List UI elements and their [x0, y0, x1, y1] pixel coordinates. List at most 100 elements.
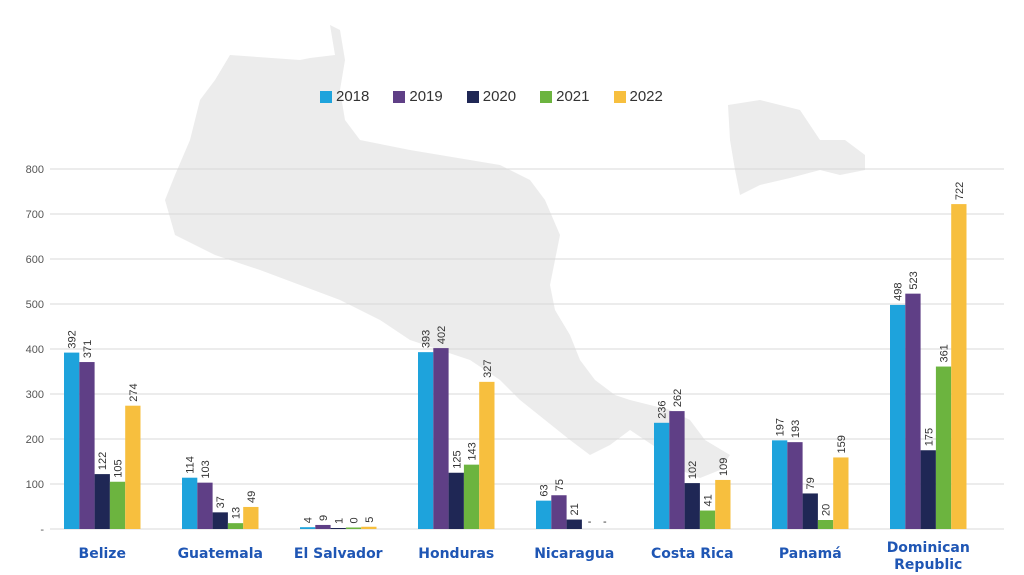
bar-2018-costa-rica [654, 422, 670, 529]
y-tick-label: 300 [26, 389, 44, 401]
bar-2022-costa-rica [715, 479, 731, 529]
bar-2021-belize [109, 481, 126, 529]
data-label: 13 [231, 507, 243, 519]
data-label: 262 [672, 389, 684, 407]
data-label: 274 [128, 383, 140, 401]
bar-2019-nicaragua [551, 495, 567, 529]
bar-2019-dominican-republic [905, 293, 921, 529]
data-label: 5 [364, 517, 376, 523]
category-label: Panamá [779, 546, 842, 562]
legend-swatch-2021 [540, 90, 553, 103]
data-label: 402 [436, 326, 448, 344]
data-label: 175 [923, 428, 935, 446]
bar-2020-belize [94, 474, 110, 529]
category-label: Dominican [887, 540, 970, 556]
bar-2020-dominican-republic [920, 450, 936, 529]
bar-2022-dominican-republic [951, 204, 967, 529]
data-label: 4 [303, 517, 315, 523]
data-label: 49 [246, 491, 258, 503]
legend-item-2018: 2018 [320, 88, 369, 105]
bar-2021-costa-rica [699, 510, 716, 529]
data-label: 103 [200, 460, 212, 478]
bar-2020-el-salvador [330, 528, 346, 529]
legend-label-2019: 2019 [409, 88, 443, 105]
chart-legend: 2018 2019 2020 2021 2022 [320, 88, 663, 105]
data-label: 498 [893, 283, 905, 301]
y-tick-label: 800 [26, 164, 44, 176]
data-label: 21 [569, 503, 581, 515]
category-label: Costa Rica [651, 546, 734, 562]
legend-item-2020: 2020 [466, 88, 516, 105]
bar-2022-guatemala [243, 506, 259, 529]
bar-2022-honduras [479, 381, 495, 529]
y-axis-ticks: - 100 200 300 400 500 600 700 800 [26, 164, 45, 536]
bar-2020-guatemala [212, 512, 228, 529]
data-label: 122 [97, 452, 109, 470]
data-label: 523 [908, 271, 920, 289]
data-label-missing: - [588, 516, 592, 528]
data-label: 114 [185, 456, 197, 474]
bar-2021-panamá [817, 520, 834, 529]
y-tick-label: 100 [26, 479, 44, 491]
bar-2019-belize [79, 362, 95, 529]
bar-2018-honduras [418, 352, 434, 529]
category-label: Nicaragua [534, 546, 614, 562]
bar-2018-nicaragua [536, 500, 552, 529]
y-tick-label: - [40, 524, 44, 536]
data-label: 109 [718, 458, 730, 476]
data-label: 102 [687, 461, 699, 479]
bars [64, 204, 967, 529]
legend-label-2018: 2018 [336, 88, 370, 105]
data-label: 41 [703, 494, 715, 506]
legend-item-2022: 2022 [613, 88, 663, 105]
category-label: Republic [894, 557, 962, 573]
legend-label-2022: 2022 [629, 88, 663, 105]
bar-2018-el-salvador [300, 527, 316, 529]
data-label: 393 [421, 330, 433, 348]
data-label: 125 [451, 450, 463, 468]
bar-2020-nicaragua [566, 519, 582, 529]
bar-2018-dominican-republic [890, 304, 906, 529]
category-label: El Salvador [294, 546, 383, 562]
y-tick-label: 400 [26, 344, 44, 356]
bar-2019-panamá [787, 442, 803, 529]
y-tick-label: 600 [26, 254, 44, 266]
y-tick-label: 500 [26, 299, 44, 311]
data-label: 9 [318, 515, 330, 521]
legend-swatch-2020 [466, 90, 479, 103]
data-label: 37 [215, 496, 227, 508]
data-label: 20 [821, 504, 833, 516]
legend-swatch-2022 [613, 90, 626, 103]
bar-2022-belize [125, 405, 141, 529]
category-label: Belize [79, 546, 126, 562]
data-label: 236 [657, 400, 669, 418]
category-label: Guatemala [178, 546, 263, 562]
legend-item-2021: 2021 [540, 88, 590, 105]
data-label: 143 [467, 442, 479, 460]
bar-2021-honduras [463, 464, 480, 529]
bar-2019-el-salvador [315, 524, 331, 529]
bar-2020-panamá [802, 493, 818, 529]
data-label: 193 [790, 420, 802, 438]
data-label: 0 [349, 517, 361, 523]
data-label: 722 [954, 182, 966, 200]
data-label: 105 [113, 459, 125, 477]
bar-2021-dominican-republic [935, 366, 952, 529]
map-landmass-mexico-guatemala [165, 25, 730, 478]
bar-2022-panamá [833, 457, 849, 529]
data-label: 1 [333, 518, 345, 524]
bar-2019-costa-rica [669, 411, 685, 529]
bar-2021-guatemala [227, 523, 244, 529]
data-label-missing: - [603, 516, 607, 528]
data-label: 361 [939, 344, 951, 362]
data-label: 392 [67, 330, 79, 348]
bar-2019-guatemala [197, 482, 213, 529]
bar-2022-el-salvador [361, 526, 377, 529]
legend-item-2019: 2019 [393, 88, 443, 105]
x-axis-categories: Belize Guatemala El Salvador Honduras Nicara… [79, 540, 970, 573]
data-label: 63 [539, 484, 551, 496]
y-tick-label: 200 [26, 434, 44, 446]
gridlines [50, 168, 1004, 530]
